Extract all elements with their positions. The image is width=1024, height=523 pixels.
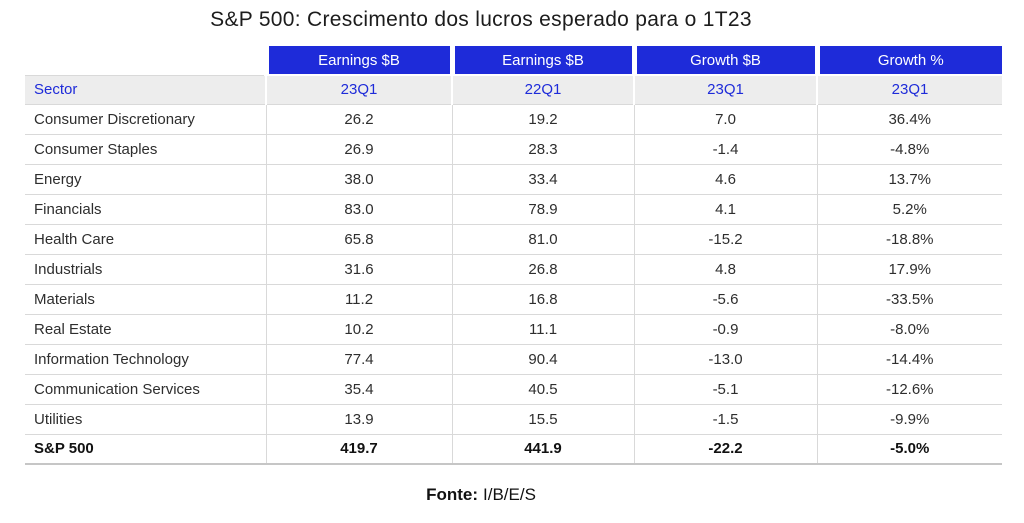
sector-cell: Materials [25, 283, 266, 314]
header-empty-cell [25, 46, 266, 76]
sector-cell: Real Estate [25, 313, 266, 344]
total-value-cell: 441.9 [451, 433, 634, 465]
header-growth-b: Growth $B [631, 46, 817, 76]
value-cell: 4.1 [633, 193, 817, 224]
table-subheader-row: Sector 23Q1 22Q1 23Q1 23Q1 [25, 75, 1002, 104]
value-cell: -5.6 [633, 283, 817, 314]
value-cell: 38.0 [265, 163, 452, 194]
total-label-cell: S&P 500 [25, 433, 266, 465]
table-row: Materials 11.2 16.8 -5.6 -33.5% [25, 283, 1002, 314]
sector-cell: Communication Services [25, 373, 266, 404]
table-row: Industrials 31.6 26.8 4.8 17.9% [25, 253, 1002, 284]
value-cell: 78.9 [451, 193, 634, 224]
table-row: Consumer Staples 26.9 28.3 -1.4 -4.8% [25, 133, 1002, 164]
value-cell: 36.4% [816, 103, 1002, 134]
value-cell: -8.0% [816, 313, 1002, 344]
value-cell: 26.2 [265, 103, 452, 134]
table-row: Consumer Discretionary 26.2 19.2 7.0 36.… [25, 103, 1002, 134]
value-cell: 5.2% [816, 193, 1002, 224]
total-value-cell: 419.7 [265, 433, 452, 465]
value-cell: 11.1 [451, 313, 634, 344]
value-cell: 16.8 [451, 283, 634, 314]
value-cell: -4.8% [816, 133, 1002, 164]
value-cell: -9.9% [816, 403, 1002, 434]
value-cell: -0.9 [633, 313, 817, 344]
sector-cell: Information Technology [25, 343, 266, 374]
subheader-quarter: 23Q1 [265, 75, 452, 104]
value-cell: -18.8% [816, 223, 1002, 254]
source-label: Fonte: [426, 485, 478, 504]
page-title: S&P 500: Crescimento dos lucros esperado… [210, 8, 752, 31]
header-earnings-22q1: Earnings $B [449, 46, 634, 76]
sector-cell: Financials [25, 193, 266, 224]
value-cell: -33.5% [816, 283, 1002, 314]
value-cell: 7.0 [633, 103, 817, 134]
value-cell: 33.4 [451, 163, 634, 194]
value-cell: 17.9% [816, 253, 1002, 284]
value-cell: 4.6 [633, 163, 817, 194]
value-cell: 28.3 [451, 133, 634, 164]
value-cell: 15.5 [451, 403, 634, 434]
header-growth-pct: Growth % [814, 46, 1002, 76]
sector-cell: Industrials [25, 253, 266, 284]
value-cell: 40.5 [451, 373, 634, 404]
value-cell: -14.4% [816, 343, 1002, 374]
value-cell: -15.2 [633, 223, 817, 254]
subheader-quarter: 23Q1 [816, 75, 1002, 104]
value-cell: 13.9 [265, 403, 452, 434]
total-value-cell: -5.0% [816, 433, 1002, 465]
table-row: Information Technology 77.4 90.4 -13.0 -… [25, 343, 1002, 374]
value-cell: 4.8 [633, 253, 817, 284]
value-cell: -13.0 [633, 343, 817, 374]
value-cell: -5.1 [633, 373, 817, 404]
table-row: Financials 83.0 78.9 4.1 5.2% [25, 193, 1002, 224]
value-cell: 77.4 [265, 343, 452, 374]
table-total-row: S&P 500 419.7 441.9 -22.2 -5.0% [25, 433, 1002, 465]
value-cell: 31.6 [265, 253, 452, 284]
header-earnings-23q1: Earnings $B [263, 46, 452, 76]
table-row: Utilities 13.9 15.5 -1.5 -9.9% [25, 403, 1002, 434]
table-row: Real Estate 10.2 11.1 -0.9 -8.0% [25, 313, 1002, 344]
value-cell: -12.6% [816, 373, 1002, 404]
source-value: I/B/E/S [483, 485, 536, 504]
table-header-row: Earnings $B Earnings $B Growth $B Growth… [25, 46, 1002, 76]
value-cell: 11.2 [265, 283, 452, 314]
value-cell: 26.9 [265, 133, 452, 164]
total-value-cell: -22.2 [633, 433, 817, 465]
sector-cell: Energy [25, 163, 266, 194]
subheader-quarter: 23Q1 [633, 75, 817, 104]
value-cell: 90.4 [451, 343, 634, 374]
sector-cell: Utilities [25, 403, 266, 434]
table-row: Health Care 65.8 81.0 -15.2 -18.8% [25, 223, 1002, 254]
table-row: Communication Services 35.4 40.5 -5.1 -1… [25, 373, 1002, 404]
table-row: Energy 38.0 33.4 4.6 13.7% [25, 163, 1002, 194]
value-cell: 13.7% [816, 163, 1002, 194]
subheader-quarter: 22Q1 [451, 75, 634, 104]
earnings-table: Earnings $B Earnings $B Growth $B Growth… [25, 46, 1002, 465]
value-cell: 83.0 [265, 193, 452, 224]
value-cell: 81.0 [451, 223, 634, 254]
value-cell: -1.4 [633, 133, 817, 164]
subheader-sector: Sector [25, 75, 266, 104]
sector-cell: Consumer Discretionary [25, 103, 266, 134]
source-note: Fonte: I/B/E/S [0, 485, 962, 505]
value-cell: 65.8 [265, 223, 452, 254]
sector-cell: Health Care [25, 223, 266, 254]
value-cell: 19.2 [451, 103, 634, 134]
value-cell: -1.5 [633, 403, 817, 434]
value-cell: 35.4 [265, 373, 452, 404]
value-cell: 10.2 [265, 313, 452, 344]
value-cell: 26.8 [451, 253, 634, 284]
sector-cell: Consumer Staples [25, 133, 266, 164]
